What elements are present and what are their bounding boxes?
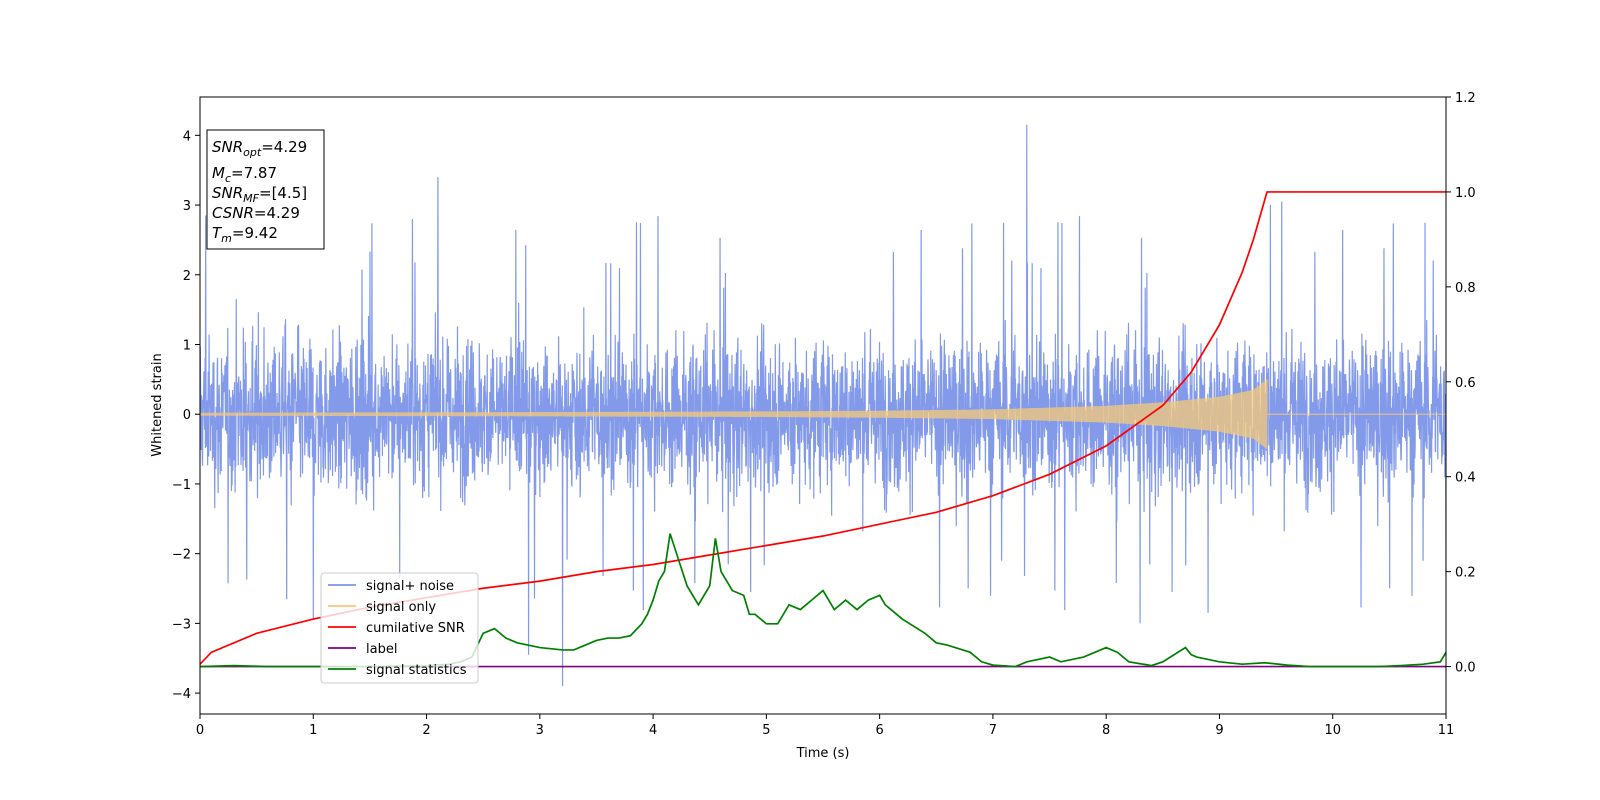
x-tick-label: 1 xyxy=(309,723,317,738)
mc-symbol: M xyxy=(212,164,225,182)
snr-mf-line: SNRMF=[4.5] xyxy=(212,184,307,205)
y2-tick-label: 0.0 xyxy=(1455,661,1476,676)
x-tick-label: 11 xyxy=(1438,723,1455,738)
x-tick-label: 6 xyxy=(875,723,883,738)
tm-subscript: m xyxy=(221,232,232,245)
axes-frame xyxy=(199,96,1447,715)
x-axis-label: Time (s) xyxy=(796,746,850,761)
y2-tick-label: 0.4 xyxy=(1455,471,1476,486)
csnr-value: =4.29 xyxy=(254,204,300,222)
y-tick-label: 1 xyxy=(183,338,191,353)
snr-opt-symbol: SNR xyxy=(212,138,243,156)
snr-mf-value: =[4.5] xyxy=(259,184,307,202)
stats-annotation: SNRopt=4.29 Mc=7.87 SNRMF=[4.5] CSNR=4.2… xyxy=(206,129,325,250)
y-tick-label: −4 xyxy=(172,687,191,702)
tm-line: Tm=9.42 xyxy=(212,224,278,245)
axis-ticks: 0 1 2 3 4 5 6 7 8 9 10 1143210−1−2−3−41.21.00.80.60… xyxy=(172,91,1476,738)
x-tick-label: 10 xyxy=(1324,723,1341,738)
y-tick-label: 0 xyxy=(183,408,191,423)
y-axis-label: Whitened strain xyxy=(150,353,165,456)
snr-opt-value: =4.29 xyxy=(261,138,307,156)
y-tick-label: −1 xyxy=(172,478,191,493)
x-tick-label: 9 xyxy=(1215,723,1223,738)
x-tick-label: 3 xyxy=(536,723,544,738)
legend-label: signal+ noise xyxy=(366,579,454,594)
y2-tick-label: 1.2 xyxy=(1455,91,1476,106)
mc-line: Mc=7.87 xyxy=(212,164,277,185)
legend-box xyxy=(320,572,479,684)
mc-subscript: c xyxy=(225,172,231,185)
snr-opt-line: SNRopt=4.29 xyxy=(212,138,307,159)
y-tick-label: −3 xyxy=(172,617,191,632)
y-tick-label: 4 xyxy=(183,129,191,144)
x-tick-label: 8 xyxy=(1102,723,1110,738)
y-tick-label: 3 xyxy=(183,199,191,214)
snr-mf-subscript: MF xyxy=(243,192,259,205)
legend-label: signal only xyxy=(366,600,436,615)
annotation-box xyxy=(206,129,325,250)
series-signal-statistics-line xyxy=(200,533,1446,668)
csnr-symbol: CSNR xyxy=(212,204,254,222)
legend: signal+ noise signal only cumilative SNR la… xyxy=(320,572,479,684)
tm-symbol: T xyxy=(212,224,223,242)
y-tick-label: 2 xyxy=(183,269,191,284)
tm-value: =9.42 xyxy=(232,224,278,242)
x-tick-label: 4 xyxy=(649,723,657,738)
csnr-line: CSNR=4.29 xyxy=(212,204,300,222)
legend-label: signal statistics xyxy=(366,663,467,678)
legend-label: label xyxy=(366,642,397,657)
series-signal-only-line xyxy=(200,379,1446,449)
x-tick-label: 0 xyxy=(196,723,204,738)
legend-label: cumilative SNR xyxy=(366,621,465,636)
x-tick-label: 5 xyxy=(762,723,770,738)
x-tick-label: 7 xyxy=(989,723,997,738)
mc-value: =7.87 xyxy=(231,164,277,182)
snr-opt-subscript: opt xyxy=(243,146,262,159)
y2-tick-label: 0.8 xyxy=(1455,281,1476,296)
x-tick-label: 2 xyxy=(422,723,430,738)
y2-tick-label: 1.0 xyxy=(1455,186,1476,201)
series-signal-noise-line xyxy=(200,124,1446,687)
y-tick-label: −2 xyxy=(172,548,191,563)
snr-mf-symbol: SNR xyxy=(212,184,243,202)
y2-tick-label: 0.6 xyxy=(1455,376,1476,391)
y2-tick-label: 0.2 xyxy=(1455,566,1476,581)
